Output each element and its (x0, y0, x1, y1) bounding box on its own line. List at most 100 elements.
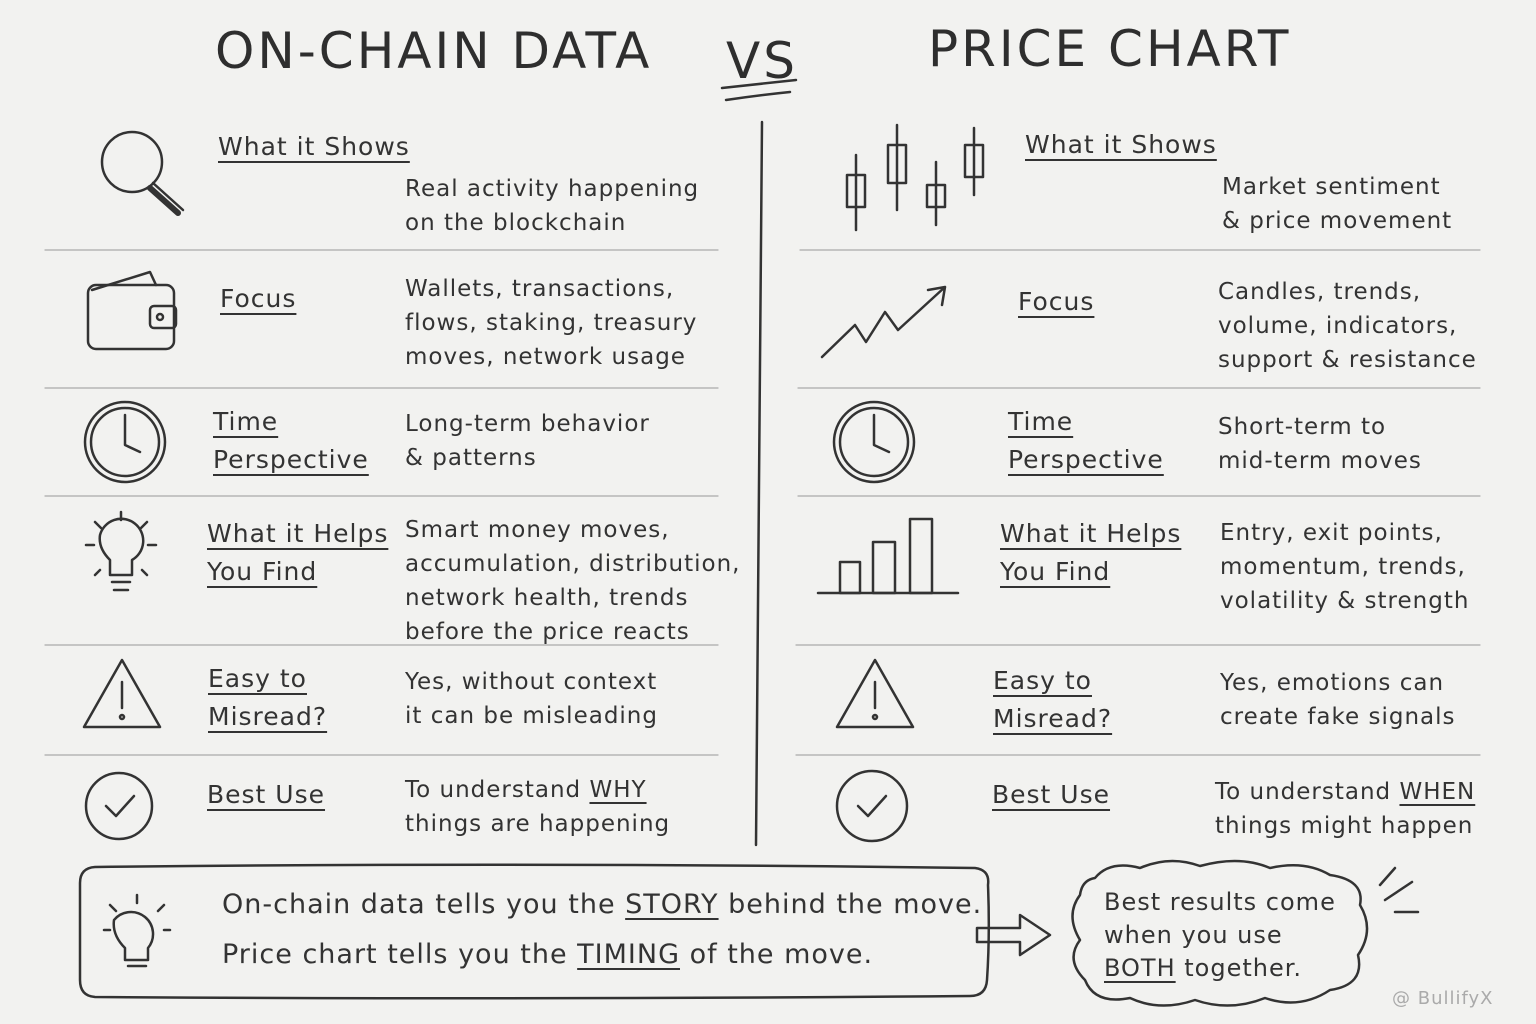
callout-text: Best results come when you use BOTH togeth… (1104, 886, 1336, 985)
callout-line: BOTH together. (1104, 952, 1336, 985)
label-line: Time (213, 403, 369, 441)
text-segment: before the price reacts (405, 619, 690, 645)
row-description: To understand WHY things are happening (405, 773, 670, 841)
title: ON-CHAIN DATA (215, 22, 653, 80)
text-segment: on the blockchain (405, 210, 627, 236)
footer-drawing (78, 859, 1420, 1007)
description-line: before the price reacts (405, 615, 741, 649)
right-icons (816, 123, 985, 843)
description-line: things are happening (405, 807, 670, 841)
description-line: on the blockchain (405, 206, 699, 240)
label-text: What it Helps (1000, 519, 1182, 548)
label-line: Easy to (993, 662, 1112, 700)
label-line: What it Helps (1000, 515, 1181, 553)
description-line: To understand WHEN (1215, 775, 1475, 809)
text-segment: things are happening (405, 811, 671, 837)
vs-underline (720, 78, 798, 102)
row-description: To understand WHEN things might happen (1215, 775, 1475, 843)
text-segment: Market sentiment (1222, 174, 1441, 200)
description-line: Real activity happening (405, 172, 699, 206)
description-line: Long-term behavior (405, 407, 650, 441)
text-segment: when you use (1104, 921, 1283, 949)
callout-line: when you use (1104, 919, 1336, 952)
label-text: What it Shows (218, 132, 410, 161)
text-segment: it can be misleading (405, 703, 658, 729)
watermark: @ BullifyX (1392, 988, 1494, 1009)
label-line: Easy to (208, 660, 327, 698)
label-text: Best Use (992, 780, 1111, 809)
description-line: & patterns (405, 441, 650, 475)
label-text: Time (1008, 407, 1074, 436)
text-segment: volume, indicators, (1218, 313, 1458, 339)
text-segment: Short-term to (1218, 414, 1387, 440)
text-segment: & price movement (1222, 208, 1453, 234)
text-segment: accumulation, distribution, (405, 551, 741, 577)
row-label: What it Helps You Find (1000, 515, 1181, 591)
row-description: Yes, emotions can create fake signals (1220, 666, 1456, 734)
label-line: Perspective (1008, 441, 1164, 479)
description-line: Yes, without context (405, 665, 658, 699)
label-text: You Find (207, 557, 318, 586)
emphasis: TIMING (577, 939, 680, 970)
text-segment: volatility & strength (1220, 588, 1470, 614)
label-text: Perspective (1008, 445, 1164, 474)
label-line: Focus (1018, 283, 1094, 321)
row-description: Yes, without context it can be misleading (405, 665, 658, 733)
footer-line: Price chart tells you the TIMING of the … (222, 930, 982, 980)
row-description: Real activity happening on the blockchain (405, 172, 699, 240)
label-line: You Find (207, 553, 388, 591)
description-line: Short-term to (1218, 410, 1422, 444)
emphasis: STORY (625, 889, 719, 920)
label-text: Focus (1018, 287, 1095, 316)
label-text: You Find (1000, 557, 1111, 586)
row-label: Easy to Misread? (208, 660, 327, 736)
label-line: You Find (1000, 553, 1181, 591)
label-text: Easy to (993, 666, 1092, 695)
row-label: Best Use (207, 776, 325, 814)
description-line: To understand WHY (405, 773, 670, 807)
description-line: Candles, trends, (1218, 275, 1477, 309)
row-description: Wallets, transactions, flows, staking, tr… (405, 272, 697, 374)
text-segment: moves, network usage (405, 344, 686, 370)
title: VS (726, 32, 798, 90)
label-line: Best Use (992, 776, 1110, 814)
text-segment: To understand (405, 777, 590, 803)
text-segment: Wallets, transactions, (405, 276, 675, 302)
description-line: & price movement (1222, 204, 1452, 238)
label-line: Best Use (207, 776, 325, 814)
text-segment: On-chain data tells you the (222, 889, 626, 920)
label-text: Time (213, 407, 279, 436)
description-line: network health, trends (405, 581, 741, 615)
label-line: What it Shows (1025, 126, 1217, 164)
row-description: Candles, trends, volume, indicators, suppo… (1218, 275, 1477, 377)
text-segment: Entry, exit points, (1220, 520, 1443, 546)
description-line: Wallets, transactions, (405, 272, 697, 306)
description-line: support & resistance (1218, 343, 1477, 377)
row-description: Entry, exit points, momentum, trends, vola… (1220, 516, 1469, 618)
description-line: Market sentiment (1222, 170, 1452, 204)
label-line: Misread? (993, 700, 1112, 738)
left-icons (82, 130, 185, 841)
row-description: Market sentiment & price movement (1222, 170, 1452, 238)
text-segment: To understand (1215, 779, 1400, 805)
text-segment: flows, staking, treasury (405, 310, 698, 336)
label-line: Time (1008, 403, 1164, 441)
label-text: Misread? (208, 702, 328, 731)
label-line: Focus (220, 280, 296, 318)
text-segment: network health, trends (405, 585, 689, 611)
row-label: Time Perspective (1008, 403, 1164, 479)
text-segment: Best results come (1104, 888, 1336, 916)
footer-text: On-chain data tells you the STORY behind… (222, 880, 982, 980)
row-description: Long-term behavior & patterns (405, 407, 650, 475)
row-label: Focus (1018, 283, 1094, 321)
row-label: What it Shows (1025, 126, 1217, 164)
label-line: Misread? (208, 698, 327, 736)
description-line: Entry, exit points, (1220, 516, 1469, 550)
row-description: Smart money moves, accumulation, distribu… (405, 513, 741, 649)
label-text: Misread? (993, 704, 1113, 733)
label-text: Easy to (208, 664, 307, 693)
description-line: Yes, emotions can (1220, 666, 1456, 700)
label-line: What it Helps (207, 515, 388, 553)
